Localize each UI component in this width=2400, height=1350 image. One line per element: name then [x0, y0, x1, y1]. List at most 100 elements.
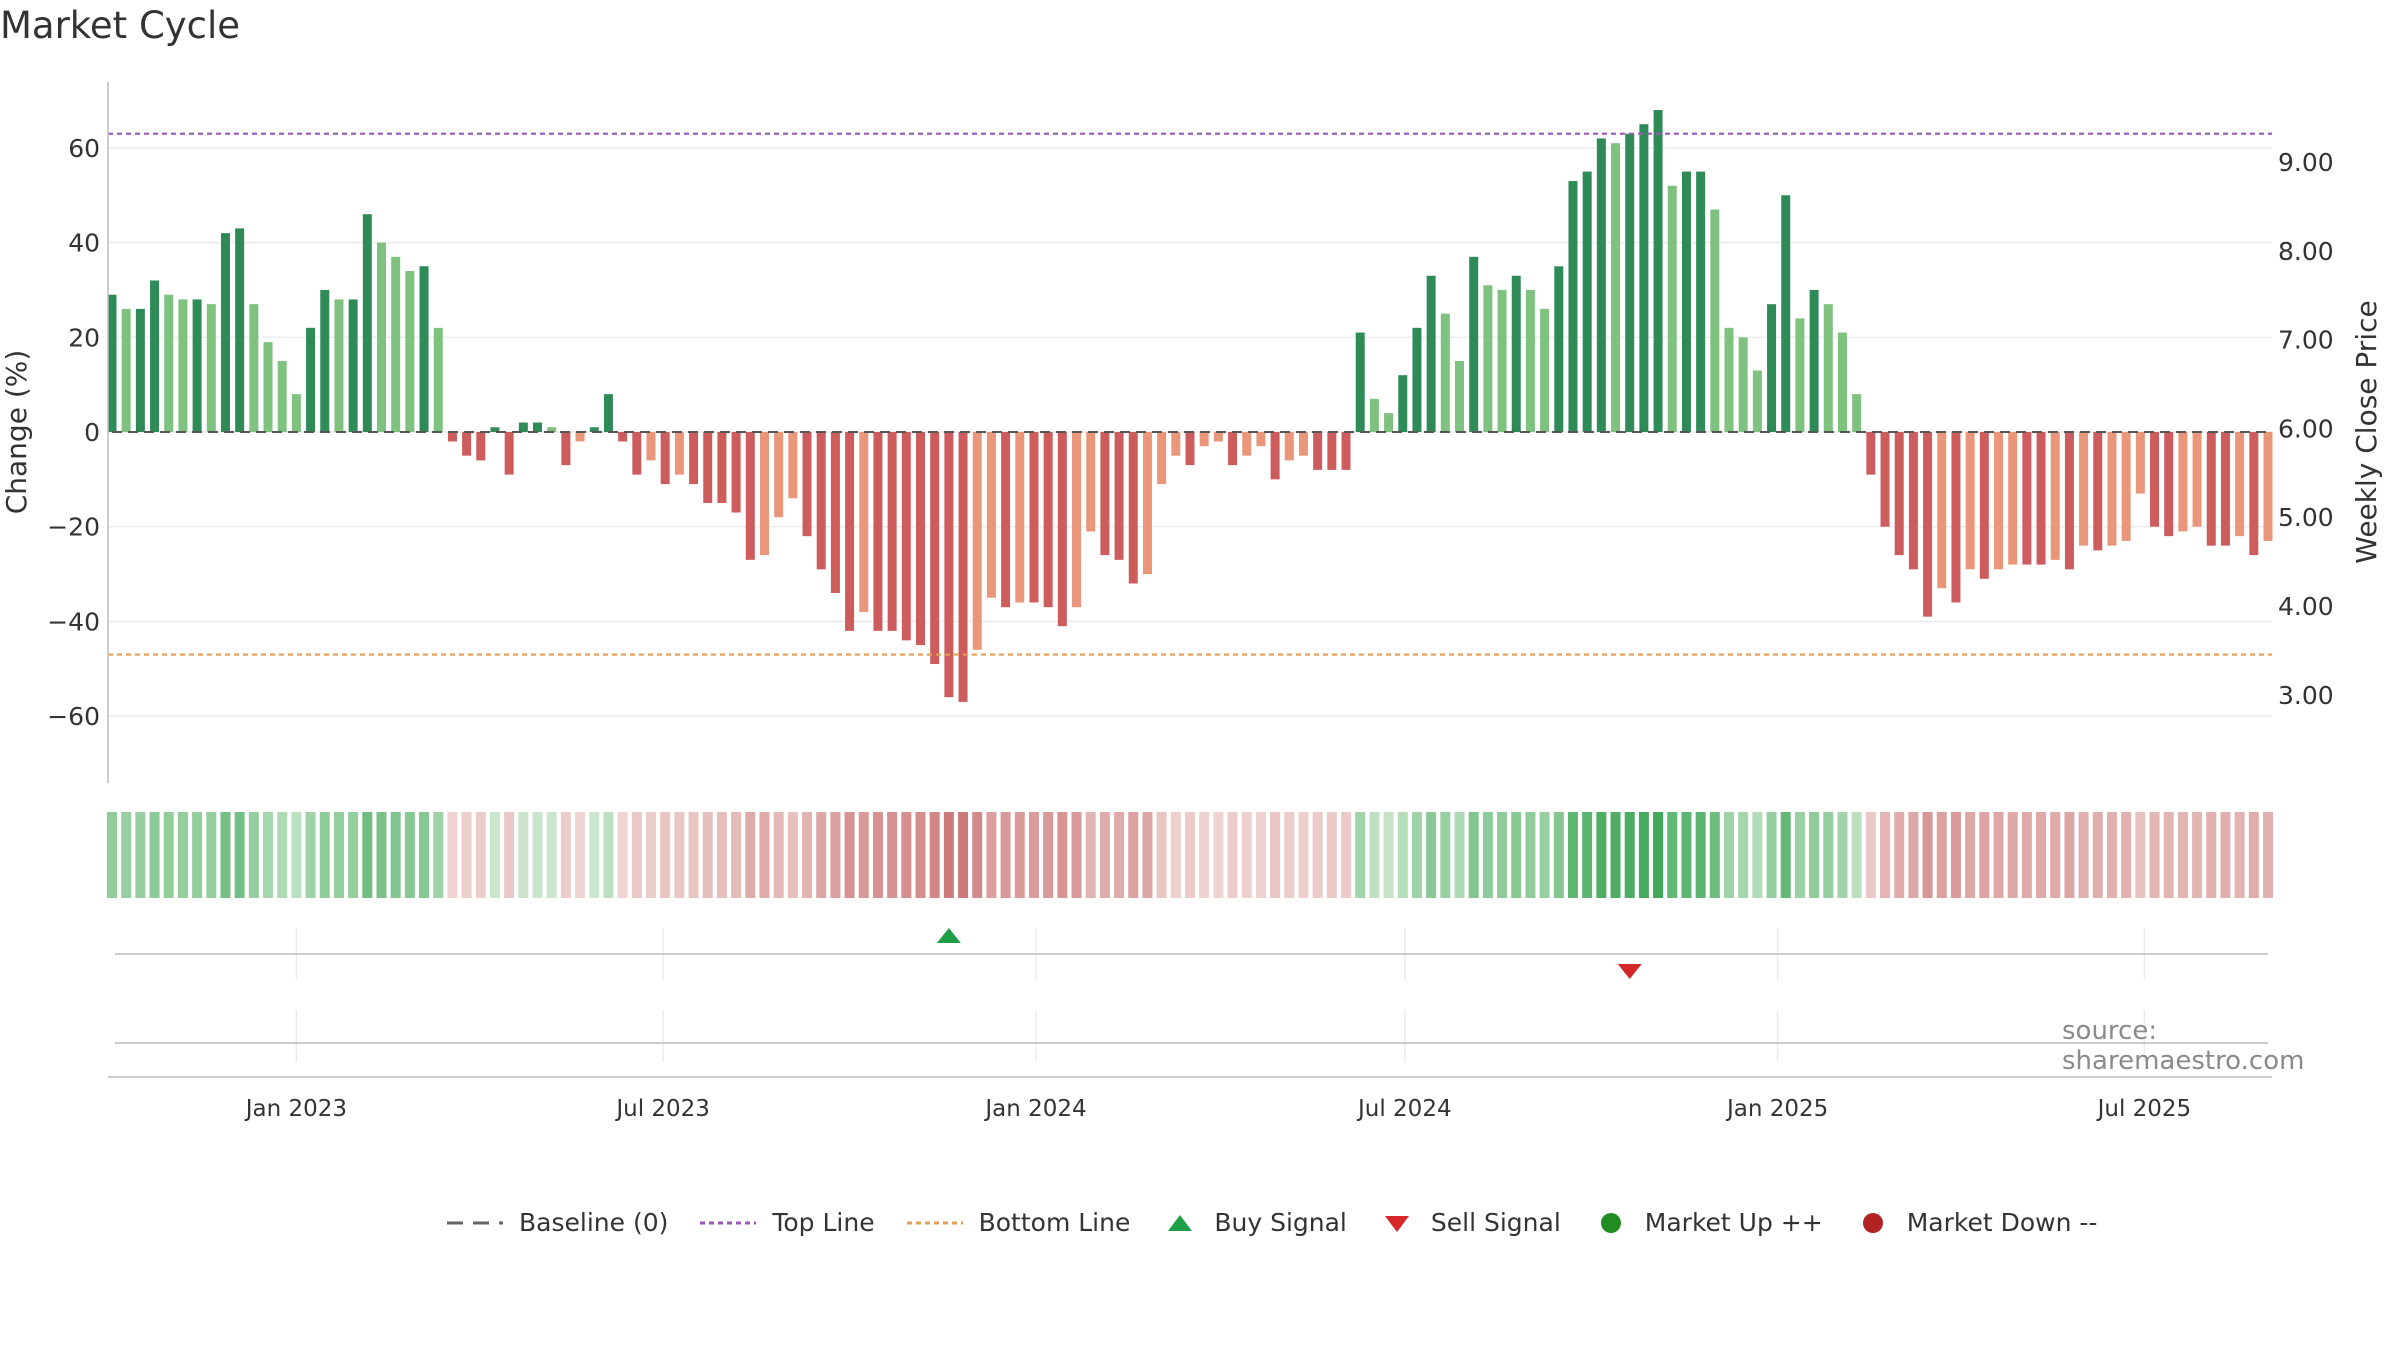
heat-cell	[2163, 812, 2174, 898]
bar	[1483, 285, 1493, 432]
heat-cell	[2220, 812, 2231, 898]
bar	[575, 432, 585, 442]
heat-cell	[177, 812, 188, 898]
bar	[433, 327, 443, 432]
heat-cell	[688, 812, 699, 898]
heat-cell	[1099, 812, 1110, 898]
heat-cell	[135, 812, 146, 898]
bar	[788, 432, 798, 499]
bar	[1072, 432, 1082, 608]
bar	[1852, 394, 1862, 432]
bar	[2235, 432, 2245, 537]
heat-cell	[1014, 812, 1025, 898]
heat-cell	[2078, 812, 2089, 898]
legend-label-market-down: Market Down --	[1906, 1208, 2098, 1237]
heat-cell	[901, 812, 912, 898]
legend-label-top-line: Top Line	[772, 1208, 875, 1237]
bar	[547, 427, 557, 432]
reference-lines	[108, 132, 2272, 656]
bar	[447, 432, 457, 442]
heat-cell	[305, 812, 316, 898]
bar	[972, 432, 982, 650]
legend-item-market-up: Market Up ++	[1591, 1208, 1823, 1237]
heat-cell	[1908, 812, 1919, 898]
bar	[674, 432, 684, 475]
bar	[121, 308, 131, 432]
bar	[1284, 432, 1294, 461]
heat-cell	[206, 812, 217, 898]
heat-cell	[1837, 812, 1848, 898]
bar	[1455, 360, 1464, 432]
heat-cell	[475, 812, 486, 898]
heat-cell	[1426, 812, 1437, 898]
heat-cell	[220, 812, 231, 898]
bar	[1128, 432, 1138, 584]
y-tick-label: 60	[68, 134, 100, 163]
signal-panel	[115, 928, 2268, 1062]
bar	[887, 432, 897, 631]
heat-cell	[1922, 812, 1933, 898]
bar	[930, 432, 940, 665]
heat-cell	[972, 812, 983, 898]
heat-cell	[802, 812, 813, 898]
heat-cell	[1241, 812, 1252, 898]
heat-cell	[1185, 812, 1195, 898]
axes: 60 40 20 0 −20 −40 −60 9.00 8.00 7.00 6.00 5.00 4.00…	[47, 82, 2334, 783]
bar	[1582, 171, 1592, 432]
bar	[1738, 337, 1748, 432]
y-tick-label: −40	[47, 607, 100, 636]
bar	[1937, 432, 1947, 589]
heat-cell	[1156, 812, 1167, 898]
x-tick-label: Jan 2024	[983, 1096, 1086, 1122]
bar	[377, 242, 386, 432]
bar	[1994, 432, 2003, 570]
heat-cell	[2248, 812, 2259, 898]
bar	[306, 327, 316, 432]
bar	[1540, 308, 1550, 432]
bar	[192, 299, 202, 432]
heat-cell	[1511, 812, 1522, 898]
heat-cell	[1028, 812, 1039, 898]
heat-cell	[404, 812, 415, 898]
bar	[504, 432, 514, 475]
bar	[1908, 432, 1918, 570]
heat-cell	[575, 812, 586, 898]
heat-cell	[489, 812, 500, 898]
bar	[334, 299, 344, 432]
heat-cell	[660, 812, 671, 898]
heat-cell	[2192, 812, 2203, 898]
heat-cell	[1567, 812, 1578, 898]
bar	[1809, 289, 1819, 432]
bar	[1213, 432, 1223, 442]
bar	[731, 432, 741, 513]
bar	[618, 432, 628, 442]
heat-cell	[1213, 812, 1224, 898]
bar	[249, 304, 259, 432]
heat-cell	[2106, 812, 2117, 898]
bar	[2036, 432, 2046, 565]
bar	[717, 432, 727, 504]
y-axis-label: Change (%)	[0, 350, 33, 515]
bar	[1696, 171, 1706, 432]
heat-cell	[348, 812, 359, 898]
triangle-down-icon	[1384, 1215, 1409, 1232]
heat-cell	[915, 812, 926, 898]
bar	[2150, 432, 2160, 527]
bar	[1313, 432, 1323, 470]
bar	[1554, 266, 1564, 432]
heat-cell	[1071, 812, 1082, 898]
heat-cell	[333, 812, 344, 898]
heat-cell	[1865, 812, 1876, 898]
bar	[1568, 181, 1578, 432]
dash-line-icon	[447, 1221, 503, 1224]
legend-label-buy-signal: Buy Signal	[1214, 1208, 1347, 1237]
bar	[1341, 432, 1351, 470]
bar	[362, 214, 372, 432]
heat-cell	[1497, 812, 1508, 898]
bar	[1611, 143, 1621, 433]
bar	[1639, 124, 1649, 432]
y-tick-label: 40	[68, 229, 100, 258]
heat-cell	[631, 812, 642, 898]
bar	[462, 432, 472, 456]
